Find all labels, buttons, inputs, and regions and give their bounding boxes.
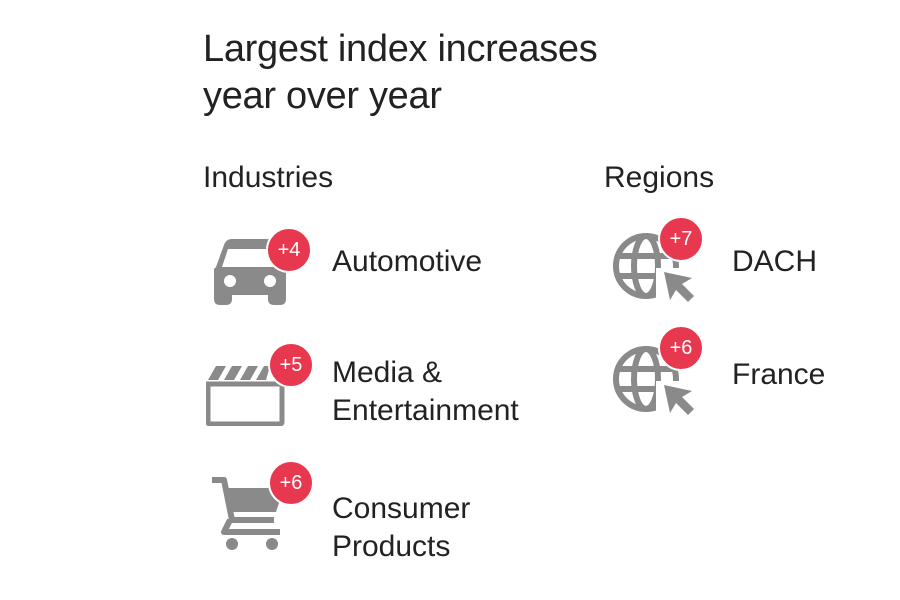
- clapperboard-icon: [206, 366, 285, 426]
- regions-heading: Regions: [604, 161, 715, 194]
- industries-heading: Industries: [203, 161, 334, 194]
- dach-badge: +7: [658, 216, 704, 262]
- media-entertainment-badge: +5: [268, 342, 314, 388]
- france-label: France: [732, 358, 826, 391]
- automotive-badge: +4: [266, 227, 312, 273]
- media-entertainment-label: Media & Entertainment: [332, 356, 519, 427]
- france-badge: +6: [658, 325, 704, 371]
- industry-item-consumer-products: +6 Consumer Products: [200, 460, 520, 570]
- industry-item-media-entertainment: +5 Media & Entertainment: [200, 340, 540, 440]
- region-item-france: +6 France: [608, 325, 868, 425]
- automotive-label: Automotive: [332, 245, 483, 278]
- consumer-products-label: Consumer Products: [332, 492, 471, 563]
- shopping-cart-icon: [212, 477, 284, 550]
- globe-cursor-icon: [613, 346, 696, 419]
- industry-item-automotive: +4 Automotive: [200, 215, 520, 315]
- page-title: Largest index increases year over year: [203, 28, 598, 117]
- dach-label: DACH: [732, 245, 818, 278]
- region-item-dach: +7 DACH: [608, 210, 868, 310]
- consumer-products-badge: +6: [268, 460, 314, 506]
- globe-cursor-icon: [613, 233, 696, 306]
